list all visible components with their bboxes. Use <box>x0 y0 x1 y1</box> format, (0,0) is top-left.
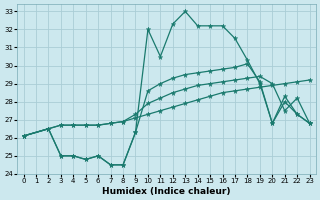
X-axis label: Humidex (Indice chaleur): Humidex (Indice chaleur) <box>102 187 231 196</box>
